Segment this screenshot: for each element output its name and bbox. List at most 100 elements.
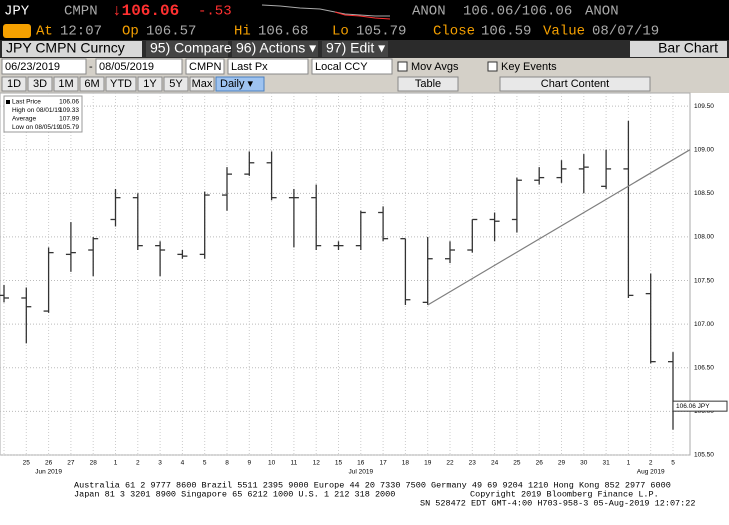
plot-area [0,92,691,456]
ask-source: ANON [585,4,619,20]
last-price: ↓106.06 [112,2,179,20]
x-tick-label: 22 [446,460,454,467]
mov-avgs: Mov Avgs [411,61,459,73]
x-tick-label: 29 [558,460,566,467]
compare-button[interactable] [146,41,228,57]
range-label: 1D [7,78,21,90]
x-tick-label: 1 [627,460,631,467]
checkbox[interactable] [487,61,498,72]
security-box[interactable] [2,41,142,57]
footer: Copyright 2019 Bloomberg Finance L.P. [470,489,659,499]
y-tick-label: 106.50 [694,364,714,371]
footer: Australia 61 2 9777 8600 Brazil 5511 239… [74,480,671,490]
y-tick-label: 107.50 [694,277,714,284]
range-label: 1Y [143,78,157,90]
bid-ask: 106.06/106.06 [463,4,572,20]
trendline [427,149,691,306]
value-label: Value [543,24,585,40]
op-label: Op [122,24,139,40]
x-tick-label: 26 [45,460,53,467]
x-tick-label: 11 [291,460,298,467]
icon[interactable] [3,24,31,38]
y-tick-label: 109.00 [694,146,714,153]
legend-label: Last Price [12,99,41,106]
range-button[interactable] [189,76,215,92]
legend-label: Low on 08/05/19 [12,124,60,131]
end-date-box[interactable] [95,58,183,75]
pricing-box[interactable] [185,58,225,75]
range-button[interactable] [105,76,137,92]
source: CMPN [64,4,98,20]
close: 106.59 [481,24,531,40]
range-label: 3D [33,78,47,90]
x-tick-label: 16 [357,460,365,467]
x-tick-label: 17 [379,460,387,467]
at: 12:07 [60,24,102,40]
range-label: YTD [110,78,132,90]
range-button[interactable] [53,76,79,92]
edit-button[interactable] [322,41,388,57]
range-button[interactable] [1,76,27,92]
x-tick-label: 5 [203,460,207,467]
x-tick-label: 26 [536,460,544,467]
y-tick-label: 108.50 [694,190,714,197]
actions: 96) Actions ▾ [236,40,316,56]
legend-label: High on 08/01/19 [12,107,62,114]
range-button[interactable] [163,76,189,92]
checkbox[interactable] [397,61,408,72]
start-date: 06/23/2019 [5,61,60,73]
currency: Local CCY [315,61,368,73]
hi: 106.68 [258,24,308,40]
x-tick-label: 9 [247,460,251,467]
period: Daily ▾ [220,78,254,90]
x-tick-label: 18 [402,460,410,467]
end-date: 08/05/2019 [99,61,154,73]
change: -.53 [198,4,232,20]
security: JPY CMPN Curncy [6,40,125,56]
actions-button[interactable] [232,41,318,57]
range-button[interactable] [27,76,53,92]
x-tick-label: 2 [649,460,653,467]
legend-box [3,95,83,133]
legend-label: Average [12,116,36,123]
period-button[interactable] [215,76,265,92]
lo-label: Lo [332,24,349,40]
legend-value: 105.79 [59,124,79,131]
sparkline-down [334,11,391,20]
field: Last Px [231,61,268,73]
close-label: Close [433,24,475,40]
table: Table [415,78,441,90]
x-tick-label: 8 [225,460,229,467]
view-box [630,41,727,57]
content-button[interactable] [499,76,651,92]
lo: 105.79 [356,24,406,40]
chart-content: Chart Content [541,78,609,90]
x-tick-label: 5 [671,460,675,467]
start-date-box[interactable] [1,58,87,75]
legend-value: 106.06 [59,99,79,106]
legend-swatch [6,100,10,104]
at-label: At [36,24,53,40]
last-price-box [672,400,728,412]
ticker: JPY [4,4,30,20]
x-tick-label: 4 [181,460,185,467]
legend-value: 107.99 [59,116,79,123]
legend-value: 109.33 [59,107,79,114]
range-button[interactable] [79,76,105,92]
x-tick-label: 25 [513,460,521,467]
x-tick-label: 1 [114,460,118,467]
month-label: Jun 2019 [35,469,62,476]
x-tick-label: 24 [491,460,499,467]
range-button[interactable] [137,76,163,92]
table-button[interactable] [397,76,459,92]
compare: 95) Compare [150,40,232,56]
range-label: 1M [58,78,73,90]
month-label: Jul 2019 [349,469,374,476]
y-tick-label: 105.50 [694,452,714,459]
field-box[interactable] [227,58,309,75]
x-tick-label: 27 [67,460,75,467]
y-tick-label: 109.50 [694,103,714,110]
currency-box[interactable] [311,58,393,75]
range-label: 5Y [169,78,183,90]
